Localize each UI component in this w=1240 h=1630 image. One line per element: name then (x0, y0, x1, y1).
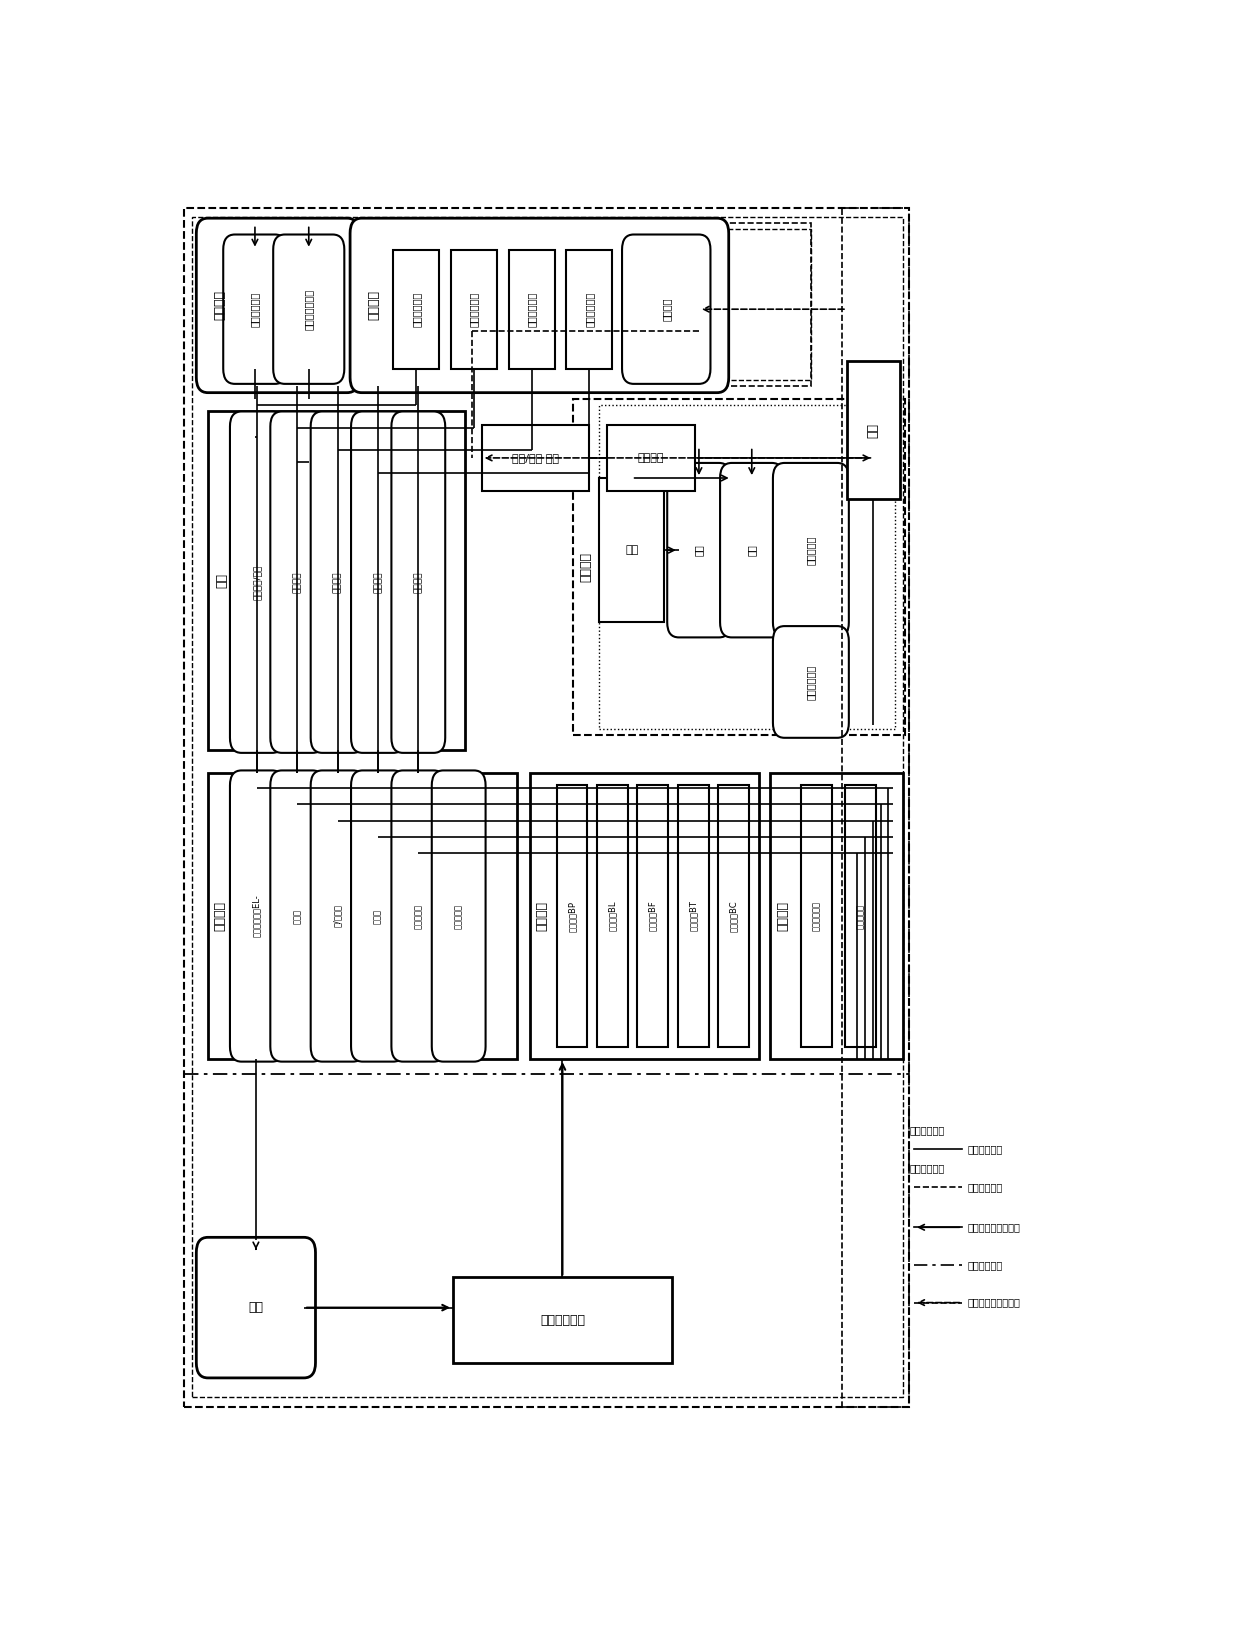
Bar (770, 773, 903, 1060)
FancyBboxPatch shape (720, 463, 784, 637)
FancyBboxPatch shape (311, 411, 365, 753)
Text: 结构: 结构 (867, 422, 880, 438)
Bar (393, 249, 439, 368)
Text: 电气设备: 电气设备 (367, 290, 381, 321)
Bar (481, 425, 589, 491)
Bar (529, 773, 759, 1060)
Text: 电驱动设备: 电驱动设备 (806, 536, 816, 566)
FancyBboxPatch shape (196, 1237, 315, 1377)
FancyBboxPatch shape (773, 463, 849, 637)
Text: 在线设备: 在线设备 (213, 901, 227, 931)
Text: 仪控就地盘箱柜: 仪控就地盘箱柜 (304, 289, 314, 329)
Text: 仪控系统设备: 仪控系统设备 (250, 292, 260, 326)
FancyBboxPatch shape (432, 771, 486, 1061)
Text: 表示控制关系: 表示控制关系 (909, 1126, 945, 1136)
FancyBboxPatch shape (667, 463, 730, 637)
FancyBboxPatch shape (622, 235, 711, 383)
Text: 电动阀: 电动阀 (373, 908, 382, 924)
FancyBboxPatch shape (350, 218, 729, 393)
FancyBboxPatch shape (392, 771, 445, 1061)
Text: 核电厂数据库: 核电厂数据库 (539, 1314, 585, 1327)
Bar (508, 249, 554, 368)
Bar (599, 406, 895, 729)
Text: 箭头指向被接收设备: 箭头指向被接收设备 (967, 1297, 1021, 1307)
Text: 控制电缆: 控制电缆 (293, 572, 301, 593)
Bar (208, 773, 517, 1060)
Bar (678, 786, 708, 1046)
Bar (567, 249, 613, 368)
Bar (201, 223, 811, 386)
Text: 表示交叉关系: 表示交叉关系 (967, 1260, 1002, 1270)
Text: 机械设备: 机械设备 (579, 553, 591, 582)
Text: 通信电缆/光缆: 通信电缆/光缆 (253, 564, 262, 600)
FancyBboxPatch shape (773, 626, 849, 738)
FancyBboxPatch shape (311, 771, 365, 1061)
Text: 电缆: 电缆 (216, 574, 228, 588)
Text: 中压电气设备: 中压电气设备 (527, 292, 537, 326)
Text: 非电驱动设备: 非电驱动设备 (806, 665, 816, 699)
FancyBboxPatch shape (229, 771, 284, 1061)
Bar (191, 217, 903, 1397)
Text: 气/液动阀: 气/液动阀 (334, 905, 342, 927)
Text: 表示控制关系: 表示控制关系 (967, 1144, 1002, 1154)
Bar (599, 478, 665, 623)
Text: 工艺仪表: 工艺仪表 (536, 901, 549, 931)
Text: 低压电气设备: 低压电气设备 (469, 292, 479, 326)
Bar (637, 786, 668, 1046)
FancyBboxPatch shape (351, 411, 404, 753)
Bar (184, 209, 909, 1407)
Bar (844, 786, 875, 1046)
Bar (201, 230, 811, 380)
Bar (453, 1278, 672, 1363)
Text: 动力电缆: 动力电缆 (373, 572, 382, 593)
Bar (573, 399, 905, 735)
Text: 高压电气设备: 高压电气设备 (584, 292, 594, 326)
Bar (606, 425, 696, 491)
Text: 化学测量BC: 化学测量BC (729, 900, 738, 932)
Text: 管道: 管道 (248, 1301, 263, 1314)
Text: 非电驱动设备: 非电驱动设备 (812, 901, 821, 931)
Text: 表示连接关系: 表示连接关系 (909, 1164, 945, 1174)
Bar (596, 786, 627, 1046)
Text: 箭头指向被吊装设备: 箭头指向被吊装设备 (967, 1222, 1021, 1232)
Bar (842, 209, 909, 1407)
FancyBboxPatch shape (351, 771, 404, 1061)
Text: 建设/运营 阶段: 建设/运营 阶段 (512, 453, 559, 463)
Text: 电气备件: 电气备件 (661, 297, 671, 321)
FancyBboxPatch shape (196, 218, 358, 393)
Bar (557, 786, 588, 1046)
Text: 工艺设备: 工艺设备 (776, 901, 789, 931)
Text: 接地电缆: 接地电缆 (414, 572, 423, 593)
FancyBboxPatch shape (270, 771, 324, 1061)
Text: 压力测量BP: 压力测量BP (568, 900, 577, 931)
Text: 温度测量BT: 温度测量BT (688, 901, 698, 931)
Text: 流量测量BF: 流量测量BF (649, 901, 657, 931)
Bar (847, 362, 900, 499)
Text: 电磁阀: 电磁阀 (293, 908, 301, 924)
FancyBboxPatch shape (392, 411, 445, 753)
Text: 表示连接关系: 表示连接关系 (967, 1182, 1002, 1192)
Text: 机械紧固件: 机械紧固件 (454, 903, 464, 929)
Text: 测量电缆: 测量电缆 (334, 572, 342, 593)
Text: 厂门: 厂门 (746, 544, 756, 556)
FancyBboxPatch shape (229, 411, 284, 753)
Text: 其他在线设备EL-: 其他在线设备EL- (253, 895, 262, 937)
Bar (451, 249, 497, 368)
Bar (718, 786, 749, 1046)
Bar (208, 411, 465, 750)
Text: 直流电气设备: 直流电气设备 (412, 292, 422, 326)
FancyBboxPatch shape (273, 235, 345, 383)
FancyBboxPatch shape (223, 235, 286, 383)
Bar (801, 786, 832, 1046)
Text: 仪表一次阀: 仪表一次阀 (414, 903, 423, 929)
Text: 液位测量BL: 液位测量BL (608, 901, 618, 931)
Text: 吊车: 吊车 (625, 544, 639, 556)
Text: 建设阶段: 建设阶段 (637, 453, 665, 463)
Text: 仪控设备: 仪控设备 (213, 290, 227, 321)
Text: 电梯: 电梯 (694, 544, 704, 556)
Text: 电驱动设备: 电驱动设备 (856, 903, 864, 929)
FancyBboxPatch shape (270, 411, 324, 753)
